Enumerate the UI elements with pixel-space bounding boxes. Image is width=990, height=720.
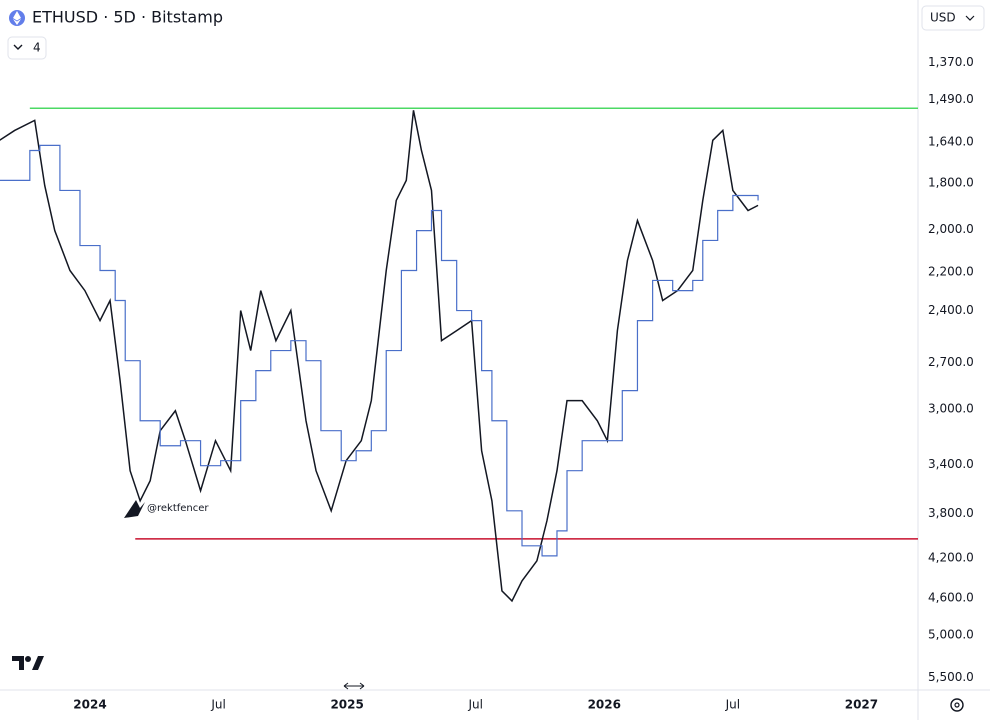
logo-part xyxy=(12,656,24,670)
moving-average-line xyxy=(0,144,759,557)
y-tick-label: 1,490.0 xyxy=(928,92,974,106)
y-tick-label: 1,640.0 xyxy=(928,134,974,148)
settings-icon-center xyxy=(954,702,960,708)
price-line xyxy=(0,110,759,603)
x-tick-label: 2027 xyxy=(845,698,878,712)
eth-glyph xyxy=(13,11,21,25)
scroll-handle[interactable] xyxy=(343,682,365,690)
y-tick-label: 5,000.0 xyxy=(928,628,974,642)
y-tick-label: 4,200.0 xyxy=(928,550,974,564)
y-tick-label: 3,000.0 xyxy=(928,402,974,416)
x-tick-label: 2026 xyxy=(588,698,621,712)
y-tick-label: 1,800.0 xyxy=(928,176,974,190)
currency-chevron xyxy=(965,15,975,21)
x-tick-label: Jul xyxy=(725,698,740,712)
y-tick-label: 2,000.0 xyxy=(928,222,974,236)
logo-part xyxy=(25,656,31,662)
x-tick-label: Jul xyxy=(210,698,225,712)
currency: USD xyxy=(930,11,956,25)
y-tick-label: 2,200.0 xyxy=(928,264,974,278)
indicator-toggle[interactable] xyxy=(7,36,47,60)
x-tick-label: Jul xyxy=(467,698,482,712)
y-tick-label: 1,370.0 xyxy=(928,55,974,69)
y-tick-label: 3,400.0 xyxy=(928,457,974,471)
annotation: @rektfencer xyxy=(147,503,209,514)
annotation-icon xyxy=(124,500,145,518)
y-tick-label: 3,800.0 xyxy=(928,506,974,520)
x-tick-label: 2025 xyxy=(330,698,363,712)
settings-icon[interactable] xyxy=(950,698,964,712)
y-tick-label: 4,600.0 xyxy=(928,591,974,605)
x-tick-label: 2024 xyxy=(73,698,106,712)
logo-part xyxy=(32,656,44,670)
y-tick-label: 2,400.0 xyxy=(928,303,974,317)
chart-title: ETHUSD · 5D · Bitstamp xyxy=(32,8,223,27)
interval-count: 4 xyxy=(33,41,41,55)
tradingview-logo xyxy=(12,656,44,670)
y-tick-label: 5,500.0 xyxy=(928,670,974,684)
y-tick-label: 2,700.0 xyxy=(928,355,974,369)
chevron xyxy=(13,44,23,50)
currency-button[interactable] xyxy=(921,5,985,31)
